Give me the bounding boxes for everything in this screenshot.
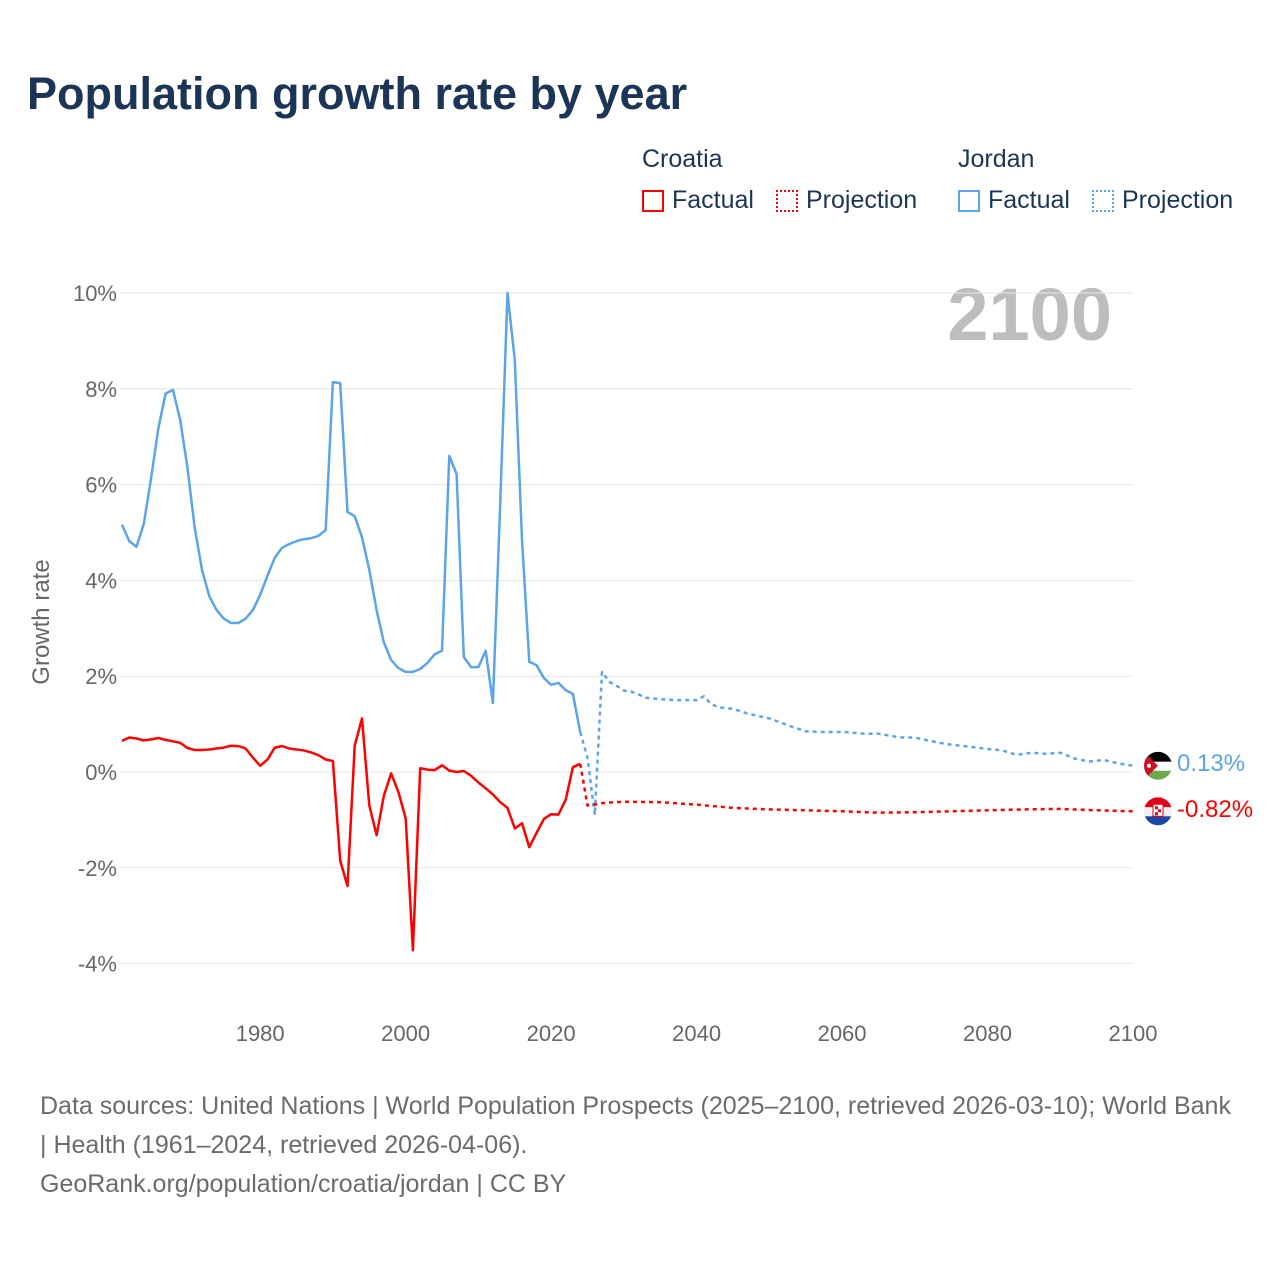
x-tick-label: 1980: [236, 1021, 285, 1046]
croatia-end-value: -0.82%: [1177, 796, 1254, 823]
jordan-factual-line: [120, 291, 582, 733]
x-tick-label: 2100: [1109, 1021, 1158, 1046]
x-tick-label: 2060: [818, 1021, 867, 1046]
legend-swatch-dotted: [1092, 189, 1114, 212]
y-tick-label: -4%: [78, 952, 117, 977]
croatia-projection-line: [578, 763, 1134, 814]
x-tick-label: 2080: [963, 1021, 1012, 1046]
legend-swatch-solid: [642, 189, 664, 212]
y-tick-label: 8%: [85, 377, 117, 402]
credit-link[interactable]: GeoRank.org/population/croatia/jordan | …: [40, 1170, 567, 1198]
legend-jordan-factual[interactable]: Factual: [958, 186, 1070, 215]
legend-jordan-projection[interactable]: Projection: [1092, 186, 1233, 215]
footer: Data sources: United Nations | World Pop…: [40, 1087, 1240, 1204]
legend-label: Factual: [988, 186, 1070, 214]
legend-group-jordan: Jordan: [958, 145, 1035, 173]
legend-croatia-projection[interactable]: Projection: [776, 186, 917, 215]
current-year-label: 2100: [947, 273, 1112, 356]
y-tick-label: 10%: [73, 281, 117, 306]
legend-swatch-dotted: [776, 189, 798, 212]
legend-label: Projection: [806, 186, 918, 214]
croatia-factual-line: [121, 717, 581, 952]
y-tick-label: 4%: [85, 568, 117, 593]
x-tick-label: 2040: [672, 1021, 721, 1046]
y-tick-label: 2%: [85, 664, 117, 689]
legend-croatia-factual[interactable]: Factual: [642, 186, 754, 215]
jordan-end-value: 0.13%: [1177, 750, 1246, 777]
x-tick-label: 2020: [527, 1021, 576, 1046]
croatia-flag-icon: [1144, 797, 1172, 826]
legend-label: Factual: [672, 186, 754, 214]
y-tick-label: 6%: [85, 473, 117, 498]
page-title: Population growth rate by year: [27, 68, 688, 119]
legend-swatch-solid: [958, 189, 980, 212]
jordan-projection-line: [578, 670, 1134, 817]
legend-label: Projection: [1122, 186, 1234, 214]
y-tick-label: 0%: [85, 760, 117, 785]
data-sources: Data sources: United Nations | World Pop…: [40, 1092, 1231, 1159]
y-tick-label: -2%: [78, 856, 117, 881]
legend-group-croatia: Croatia: [642, 145, 723, 173]
jordan-flag-icon: [1144, 751, 1172, 780]
x-tick-label: 2000: [381, 1021, 430, 1046]
